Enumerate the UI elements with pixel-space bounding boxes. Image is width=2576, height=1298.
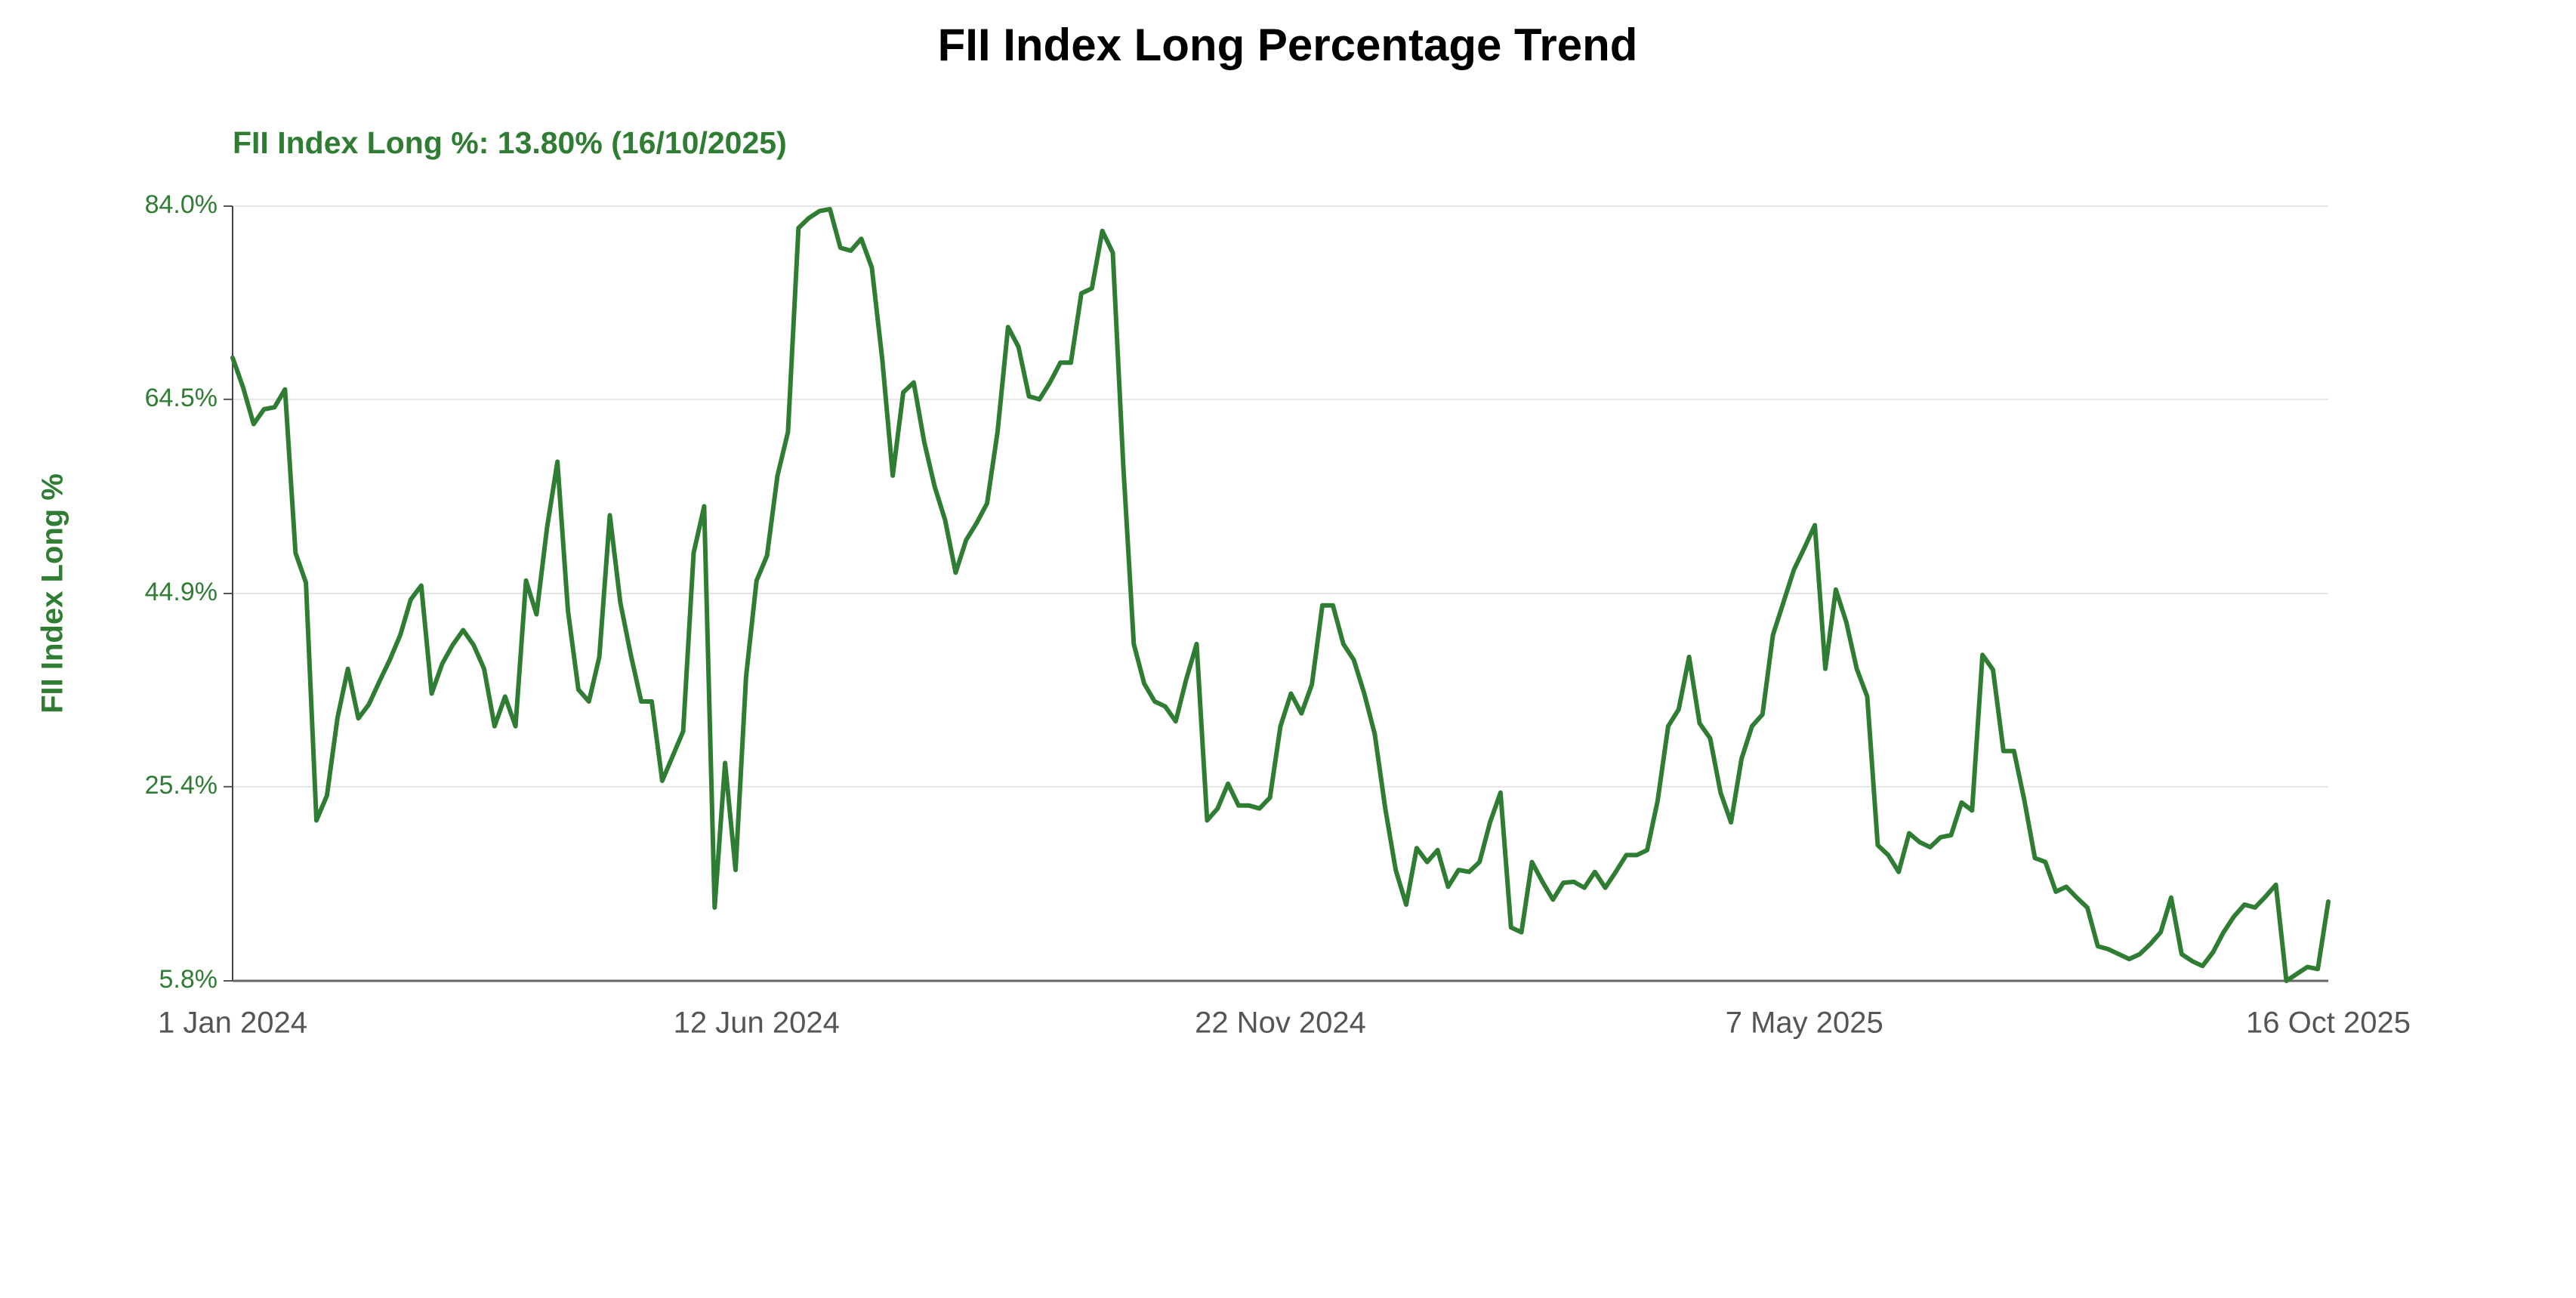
y-tick-label: 25.4% xyxy=(145,771,217,800)
x-tick-label: 12 Jun 2024 xyxy=(674,1007,840,1040)
data-line xyxy=(230,206,2331,983)
y-axis-label: FII Index Long % xyxy=(36,473,69,714)
x-tick-label: 22 Nov 2024 xyxy=(1195,1007,1366,1040)
x-tick-label: 1 Jan 2024 xyxy=(158,1007,307,1040)
y-tick-label: 5.8% xyxy=(159,965,218,994)
y-tick-label: 84.0% xyxy=(145,190,217,219)
y-tick-label: 64.5% xyxy=(145,384,217,412)
chart-title: FII Index Long Percentage Trend xyxy=(938,20,1638,70)
x-tick-label: 7 May 2025 xyxy=(1726,1007,1883,1040)
annotation: FII Index Long %: 13.80% (16/10/2025) xyxy=(233,125,787,160)
x-tick-label: 16 Oct 2025 xyxy=(2246,1007,2411,1040)
y-tick-label: 44.9% xyxy=(145,578,217,606)
